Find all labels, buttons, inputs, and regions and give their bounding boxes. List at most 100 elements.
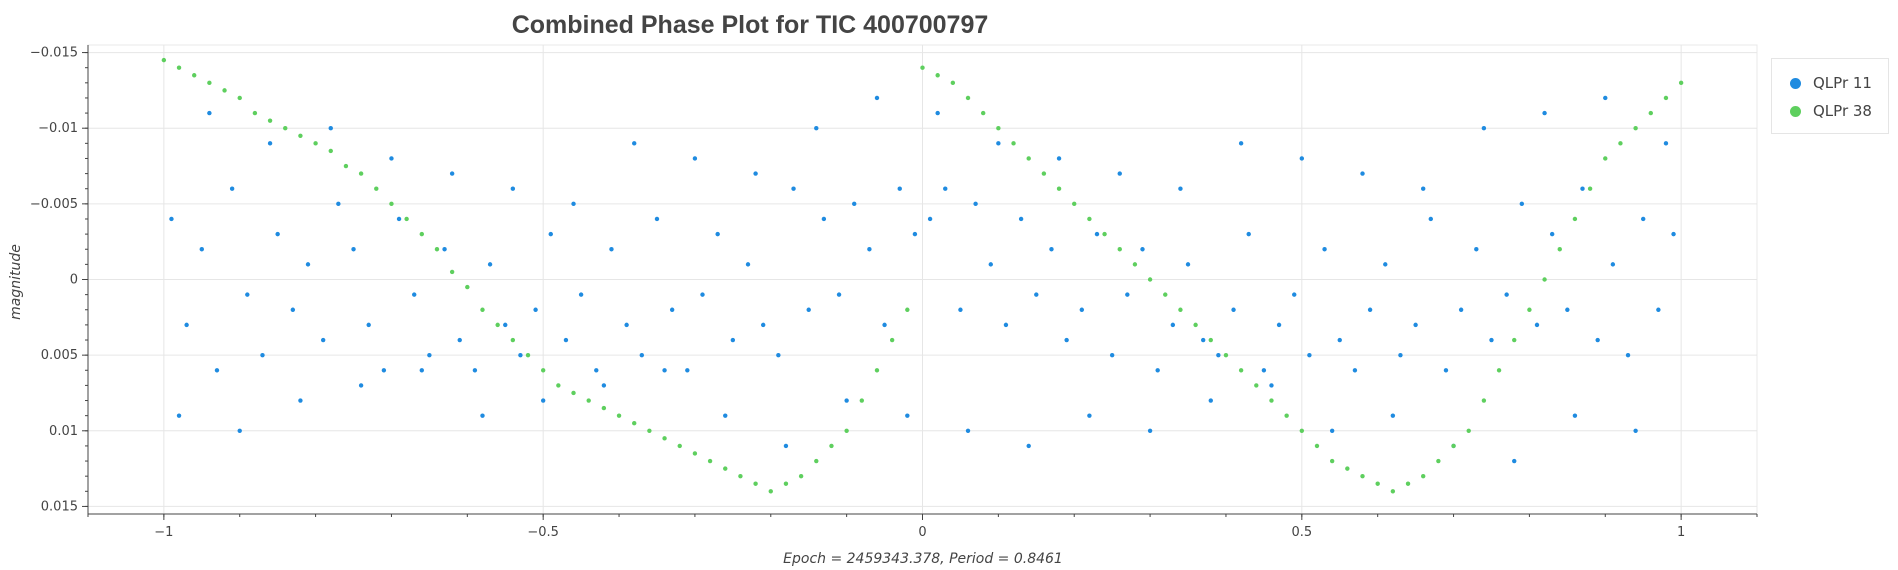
data-point[interactable] (852, 201, 857, 207)
data-point[interactable] (1185, 262, 1191, 267)
data-point[interactable] (760, 322, 766, 328)
data-point[interactable] (1003, 322, 1009, 328)
data-point[interactable] (996, 141, 1001, 146)
data-point[interactable] (1132, 262, 1138, 267)
data-point[interactable] (366, 322, 371, 328)
data-point[interactable] (958, 307, 963, 312)
data-point[interactable] (1299, 156, 1305, 161)
data-point[interactable] (1481, 126, 1487, 131)
data-point[interactable] (1542, 110, 1547, 116)
data-point[interactable] (1504, 292, 1509, 297)
data-point[interactable] (328, 126, 333, 131)
data-point[interactable] (601, 383, 607, 388)
data-point[interactable] (578, 292, 584, 297)
data-point[interactable] (1216, 352, 1221, 358)
data-point[interactable] (1140, 247, 1145, 252)
data-point[interactable] (1534, 322, 1540, 328)
data-point[interactable] (419, 231, 424, 237)
data-point[interactable] (1056, 156, 1062, 161)
data-point[interactable] (298, 133, 303, 138)
data-point[interactable] (745, 262, 751, 267)
data-point[interactable] (1360, 473, 1365, 479)
data-point[interactable] (1284, 413, 1289, 418)
data-point[interactable] (1087, 216, 1092, 222)
legend-item-series-2[interactable]: QLPr 38 (1790, 101, 1872, 121)
data-point[interactable] (874, 368, 880, 373)
data-point[interactable] (601, 405, 607, 411)
data-point[interactable] (563, 337, 569, 343)
data-point[interactable] (495, 322, 500, 328)
data-point[interactable] (723, 466, 728, 471)
data-point[interactable] (844, 428, 849, 433)
data-point[interactable] (1512, 337, 1517, 343)
legend-item-series-1[interactable]: QLPr 11 (1790, 73, 1872, 93)
data-point[interactable] (207, 80, 212, 86)
data-point[interactable] (791, 186, 796, 191)
data-point[interactable] (586, 398, 591, 403)
data-point[interactable] (480, 307, 485, 312)
data-point[interactable] (1390, 489, 1396, 494)
data-point[interactable] (632, 421, 637, 426)
data-point[interactable] (1633, 428, 1638, 433)
data-point[interactable] (1231, 307, 1236, 312)
data-point[interactable] (897, 186, 902, 191)
data-point[interactable] (905, 413, 910, 418)
data-point[interactable] (836, 292, 842, 297)
data-point[interactable] (1603, 156, 1608, 161)
data-point[interactable] (920, 65, 925, 70)
data-point[interactable] (427, 352, 432, 358)
data-point[interactable] (320, 337, 326, 343)
data-point[interactable] (685, 368, 690, 373)
data-point[interactable] (214, 368, 220, 373)
data-point[interactable] (1496, 368, 1502, 373)
data-point[interactable] (176, 65, 182, 70)
data-point[interactable] (1079, 307, 1085, 312)
data-point[interactable] (783, 443, 789, 449)
data-point[interactable] (1413, 322, 1418, 328)
data-point[interactable] (510, 186, 516, 191)
data-point[interactable] (1087, 413, 1092, 418)
data-point[interactable] (1208, 337, 1213, 343)
data-point[interactable] (518, 352, 523, 358)
data-point[interactable] (996, 126, 1001, 131)
data-point[interactable] (1527, 307, 1532, 312)
data-point[interactable] (540, 368, 546, 373)
data-point[interactable] (874, 95, 880, 101)
data-point[interactable] (1292, 292, 1297, 297)
data-point[interactable] (237, 95, 242, 101)
data-point[interactable] (882, 322, 887, 328)
data-point[interactable] (525, 352, 531, 358)
data-point[interactable] (480, 413, 485, 418)
data-point[interactable] (1064, 337, 1069, 343)
data-point[interactable] (229, 186, 235, 191)
data-point[interactable] (207, 110, 212, 116)
data-point[interactable] (419, 368, 424, 373)
data-point[interactable] (1428, 216, 1433, 222)
data-point[interactable] (1147, 277, 1153, 282)
data-point[interactable] (715, 231, 720, 237)
data-point[interactable] (343, 163, 349, 169)
data-point[interactable] (465, 284, 470, 290)
data-point[interactable] (313, 141, 318, 146)
data-point[interactable] (404, 216, 409, 222)
data-point[interactable] (1641, 216, 1646, 222)
data-point[interactable] (1549, 231, 1555, 237)
data-point[interactable] (1519, 201, 1525, 207)
data-point[interactable] (943, 186, 948, 191)
data-point[interactable] (1178, 307, 1183, 312)
data-point[interactable] (358, 171, 364, 176)
data-point[interactable] (1307, 352, 1312, 358)
data-point[interactable] (1276, 322, 1282, 328)
data-point[interactable] (298, 398, 303, 403)
data-point[interactable] (776, 352, 781, 358)
data-point[interactable] (1565, 307, 1570, 312)
data-point[interactable] (1269, 383, 1274, 388)
data-point[interactable] (935, 73, 940, 78)
data-point[interactable] (935, 110, 940, 116)
data-point[interactable] (1352, 368, 1358, 373)
data-point[interactable] (662, 368, 667, 373)
data-point[interactable] (669, 307, 675, 312)
data-point[interactable] (571, 390, 576, 396)
data-point[interactable] (1587, 186, 1593, 191)
data-point[interactable] (1458, 307, 1464, 312)
